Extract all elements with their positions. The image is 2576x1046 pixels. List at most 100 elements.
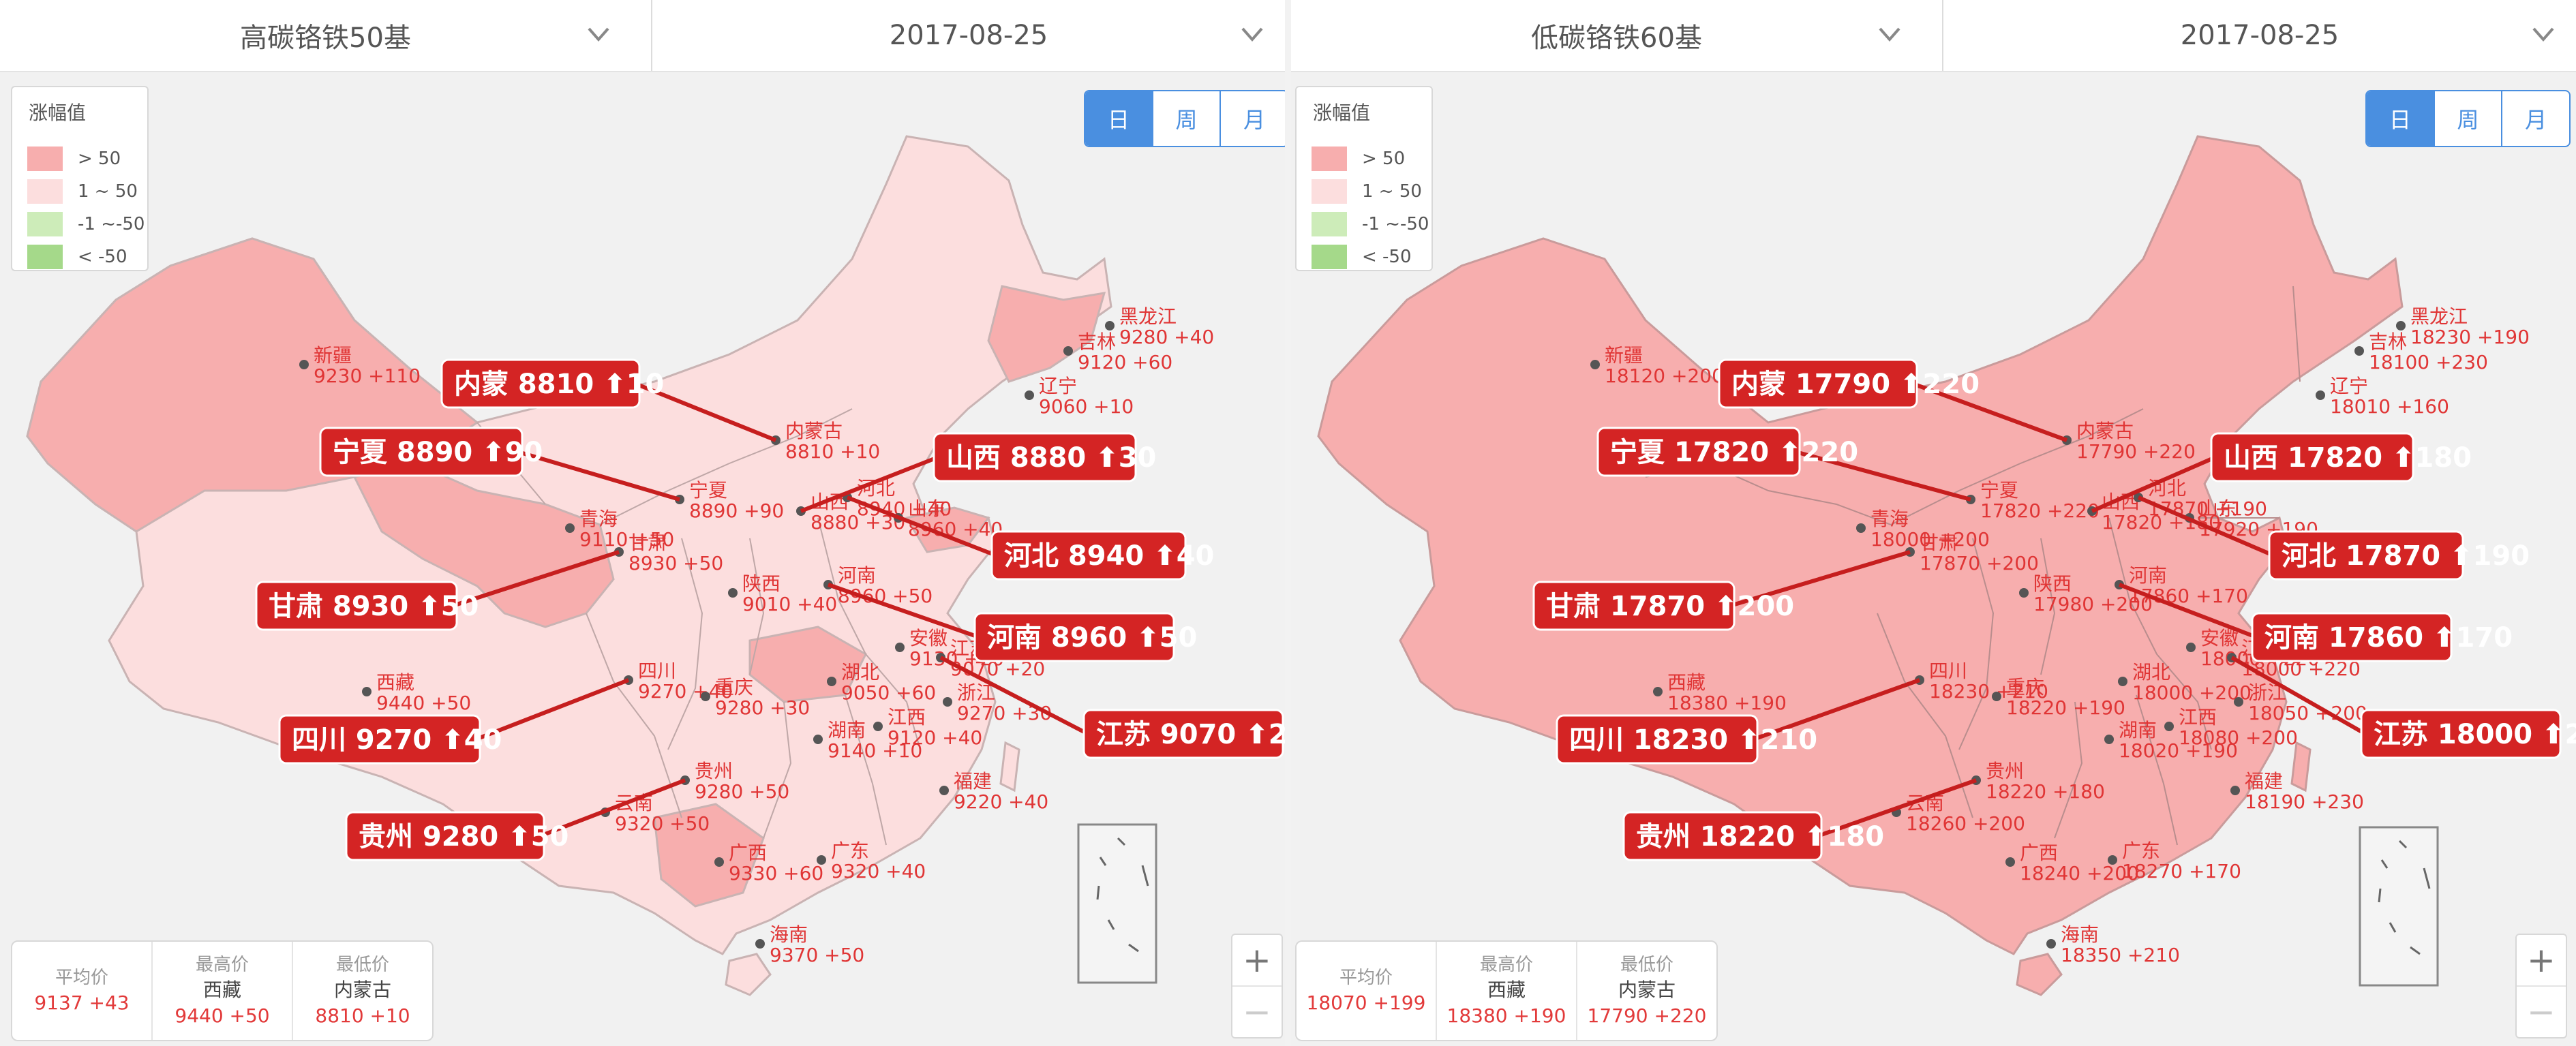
- zoom-control: + −: [2515, 934, 2567, 1039]
- tab-day[interactable]: 日: [1085, 91, 1152, 146]
- island-hainan[interactable]: [725, 953, 772, 996]
- product-select[interactable]: 高碳铬铁50基: [0, 0, 652, 71]
- province-value: 18240 +200: [2020, 862, 2139, 885]
- price-callout[interactable]: 河北 8940 ⬆40: [846, 495, 1214, 581]
- stat-label: 平均价: [1339, 967, 1393, 988]
- price-callout[interactable]: 内蒙 17790 ⬆220: [1718, 358, 2068, 442]
- province-name: 青海: [1870, 508, 1909, 530]
- price-callout[interactable]: 山西 8880 ⬆30: [800, 432, 1156, 513]
- price-callout[interactable]: 宁夏 17820 ⬆220: [1596, 427, 1971, 502]
- price-callout[interactable]: 江苏 9070 ⬆20: [939, 656, 1285, 759]
- region-guangxi[interactable]: [653, 803, 765, 908]
- date-select[interactable]: 2017-08-25: [652, 0, 1285, 71]
- price-callout[interactable]: 贵州 18220 ⬆180: [1622, 778, 1977, 861]
- price-callout[interactable]: 甘肃 17870 ⬆200: [1532, 550, 1911, 631]
- product-select[interactable]: 低碳铬铁60基: [1291, 0, 1943, 71]
- zoom-in-button[interactable]: +: [1243, 940, 1271, 980]
- legend-swatch: [1312, 147, 1347, 171]
- island-hainan[interactable]: [2016, 953, 2063, 996]
- price-callout[interactable]: 四川 9270 ⬆40: [278, 678, 630, 765]
- island-taiwan[interactable]: [999, 741, 1020, 793]
- price-callout[interactable]: 贵州 9280 ⬆50: [345, 778, 686, 861]
- price-callout[interactable]: 河北 17870 ⬆190: [2137, 495, 2530, 581]
- price-callout[interactable]: 河南 8960 ⬆50: [828, 583, 1197, 662]
- price-callout[interactable]: 江苏 18000 ⬆220: [2230, 656, 2576, 759]
- province-dot: [2118, 677, 2127, 686]
- price-callout[interactable]: 宁夏 8890 ⬆90: [319, 427, 680, 502]
- price-callout[interactable]: 甘肃 8930 ⬆50: [255, 550, 620, 631]
- price-callout[interactable]: 四川 18230 ⬆210: [1556, 678, 1921, 765]
- province-borders: [1645, 286, 2301, 846]
- region-shandong[interactable]: [905, 506, 990, 553]
- callout-box: [1556, 714, 1759, 765]
- tab-day[interactable]: 日: [2367, 91, 2434, 146]
- province-name: 辽宁: [1039, 375, 1077, 397]
- date-select[interactable]: 2017-08-25: [1943, 0, 2576, 71]
- province-value: 9010 +40: [742, 593, 837, 615]
- province-dot: [2005, 857, 2015, 867]
- price-callout[interactable]: 内蒙 8810 ⬆10: [440, 358, 777, 442]
- legend-item: < -50: [1312, 244, 1412, 270]
- province-value: 9330 +60: [729, 862, 823, 885]
- tab-week[interactable]: 周: [1151, 91, 1220, 146]
- province-dot: [895, 643, 905, 652]
- tab-month[interactable]: 月: [1219, 91, 1285, 146]
- price-callout[interactable]: 山西 17820 ⬆180: [2091, 432, 2472, 513]
- island-taiwan[interactable]: [2290, 741, 2312, 793]
- tab-week[interactable]: 周: [2433, 91, 2502, 146]
- zoom-in-button[interactable]: +: [2527, 940, 2556, 980]
- price-callout[interactable]: 河南 17860 ⬆170: [2118, 583, 2513, 662]
- province-value: 18230 +210: [1929, 680, 2048, 703]
- callout-box: [440, 358, 641, 409]
- province-dot: [701, 692, 710, 701]
- zoom-out-button[interactable]: −: [2517, 985, 2566, 1037]
- zoom-out-button[interactable]: −: [1232, 985, 1282, 1037]
- tab-month[interactable]: 月: [2501, 91, 2569, 146]
